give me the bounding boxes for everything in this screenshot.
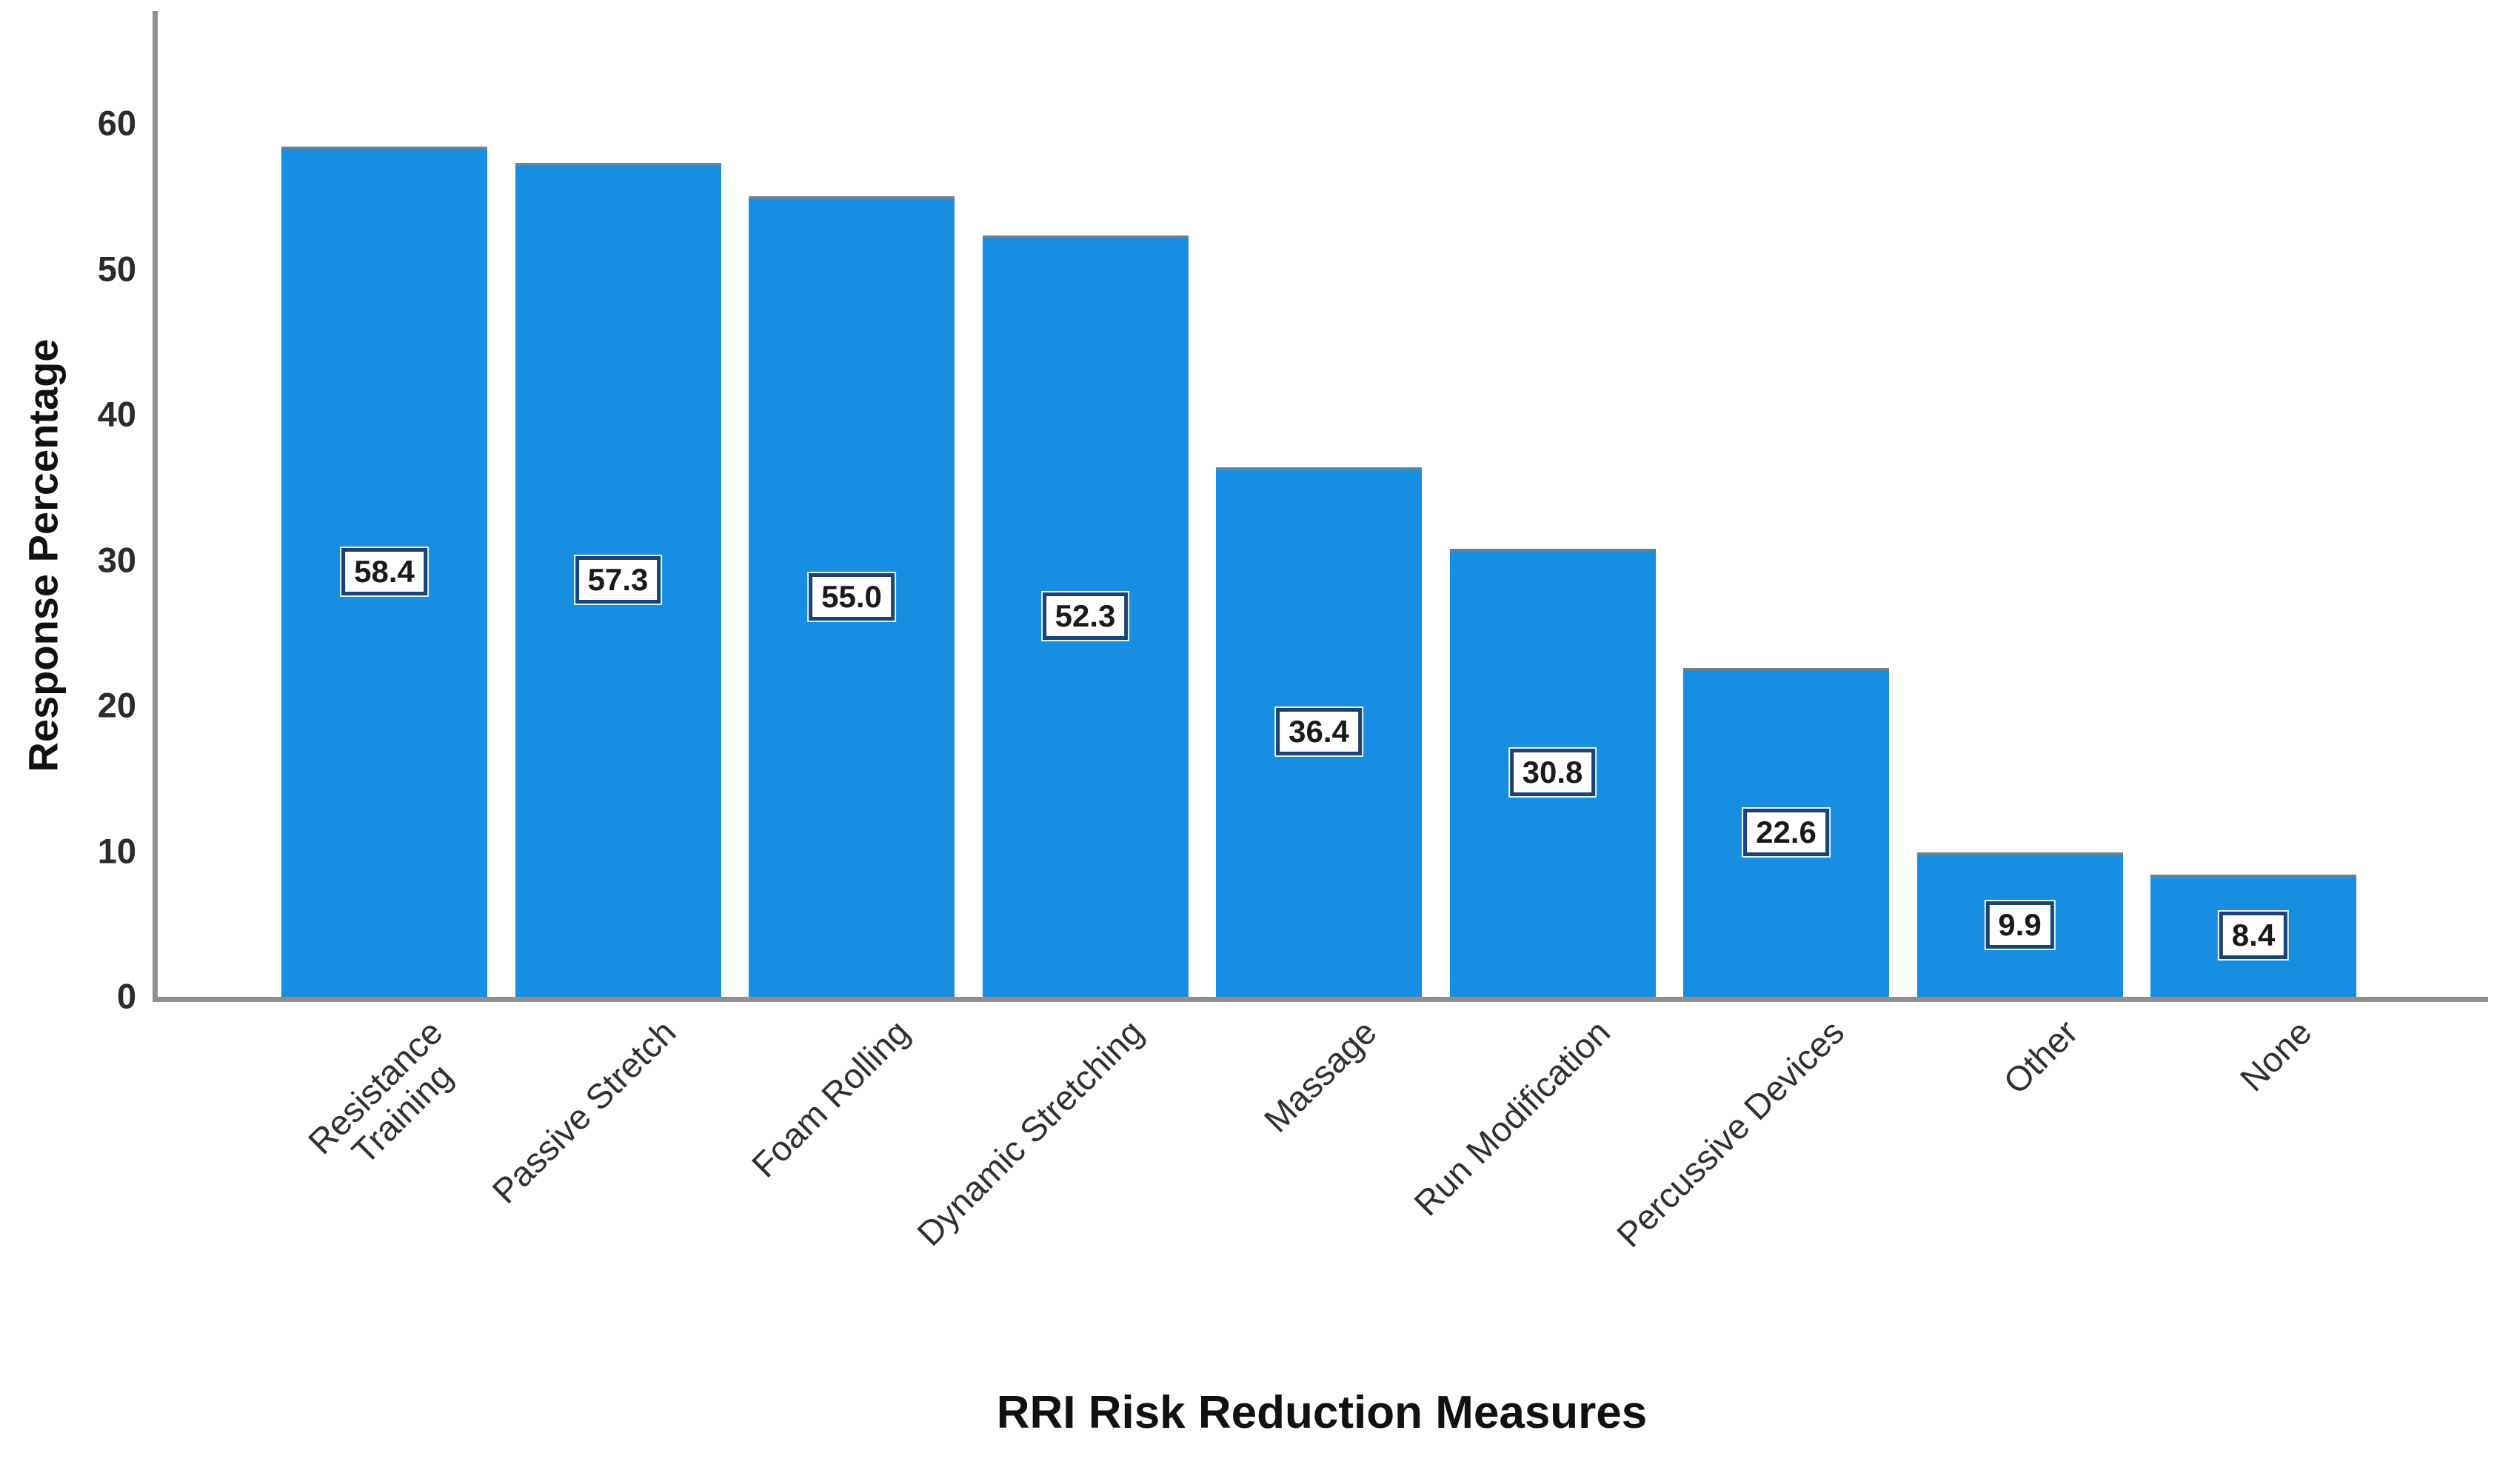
x-tick-label-foam-rolling: Foam Rolling [743, 1012, 918, 1185]
x-tick-label-none: None [2232, 1012, 2319, 1099]
x-tick-label-massage: Massage [1256, 1012, 1385, 1140]
x-tick-label-dynamic-stretching: Dynamic Stretching [909, 1012, 1151, 1254]
data-label-passive-stretch: 57.3 [575, 556, 661, 604]
y-tick-label-10: 10 [97, 830, 136, 870]
y-tick-label-30: 30 [97, 539, 136, 579]
y-tick-label-40: 40 [97, 394, 136, 434]
data-label-none: 8.4 [2219, 912, 2288, 960]
data-label-massage: 36.4 [1276, 708, 1362, 756]
data-label-percussive-devices: 22.6 [1743, 808, 1829, 856]
y-tick-label-60: 60 [97, 103, 136, 143]
y-tick-label-20: 20 [97, 685, 136, 725]
data-label-foam-rolling: 55.0 [809, 572, 895, 621]
x-tick-label-percussive-devices: Percussive Devices [1608, 1012, 1852, 1255]
x-tick-label-other: Other [1995, 1012, 2085, 1102]
x-tick-label-run-modification: Run Modification [1406, 1012, 1618, 1223]
x-tick-label-resistance-training: Resistance Training [300, 1012, 460, 1172]
x-axis-title: RRI Risk Reduction Measures [996, 1387, 1648, 1438]
y-tick-label-50: 50 [97, 248, 136, 288]
data-label-resistance-training: 58.4 [341, 548, 427, 596]
data-label-dynamic-stretching: 52.3 [1042, 592, 1129, 641]
x-axis-line [153, 997, 2488, 1002]
data-label-other: 9.9 [1985, 901, 2054, 949]
y-axis-title: Response Percentage [19, 338, 67, 772]
y-tick-label-0: 0 [116, 976, 136, 1016]
y-axis-line [153, 11, 158, 1002]
data-label-run-modification: 30.8 [1509, 749, 1596, 797]
x-tick-label-passive-stretch: Passive Stretch [484, 1012, 684, 1211]
